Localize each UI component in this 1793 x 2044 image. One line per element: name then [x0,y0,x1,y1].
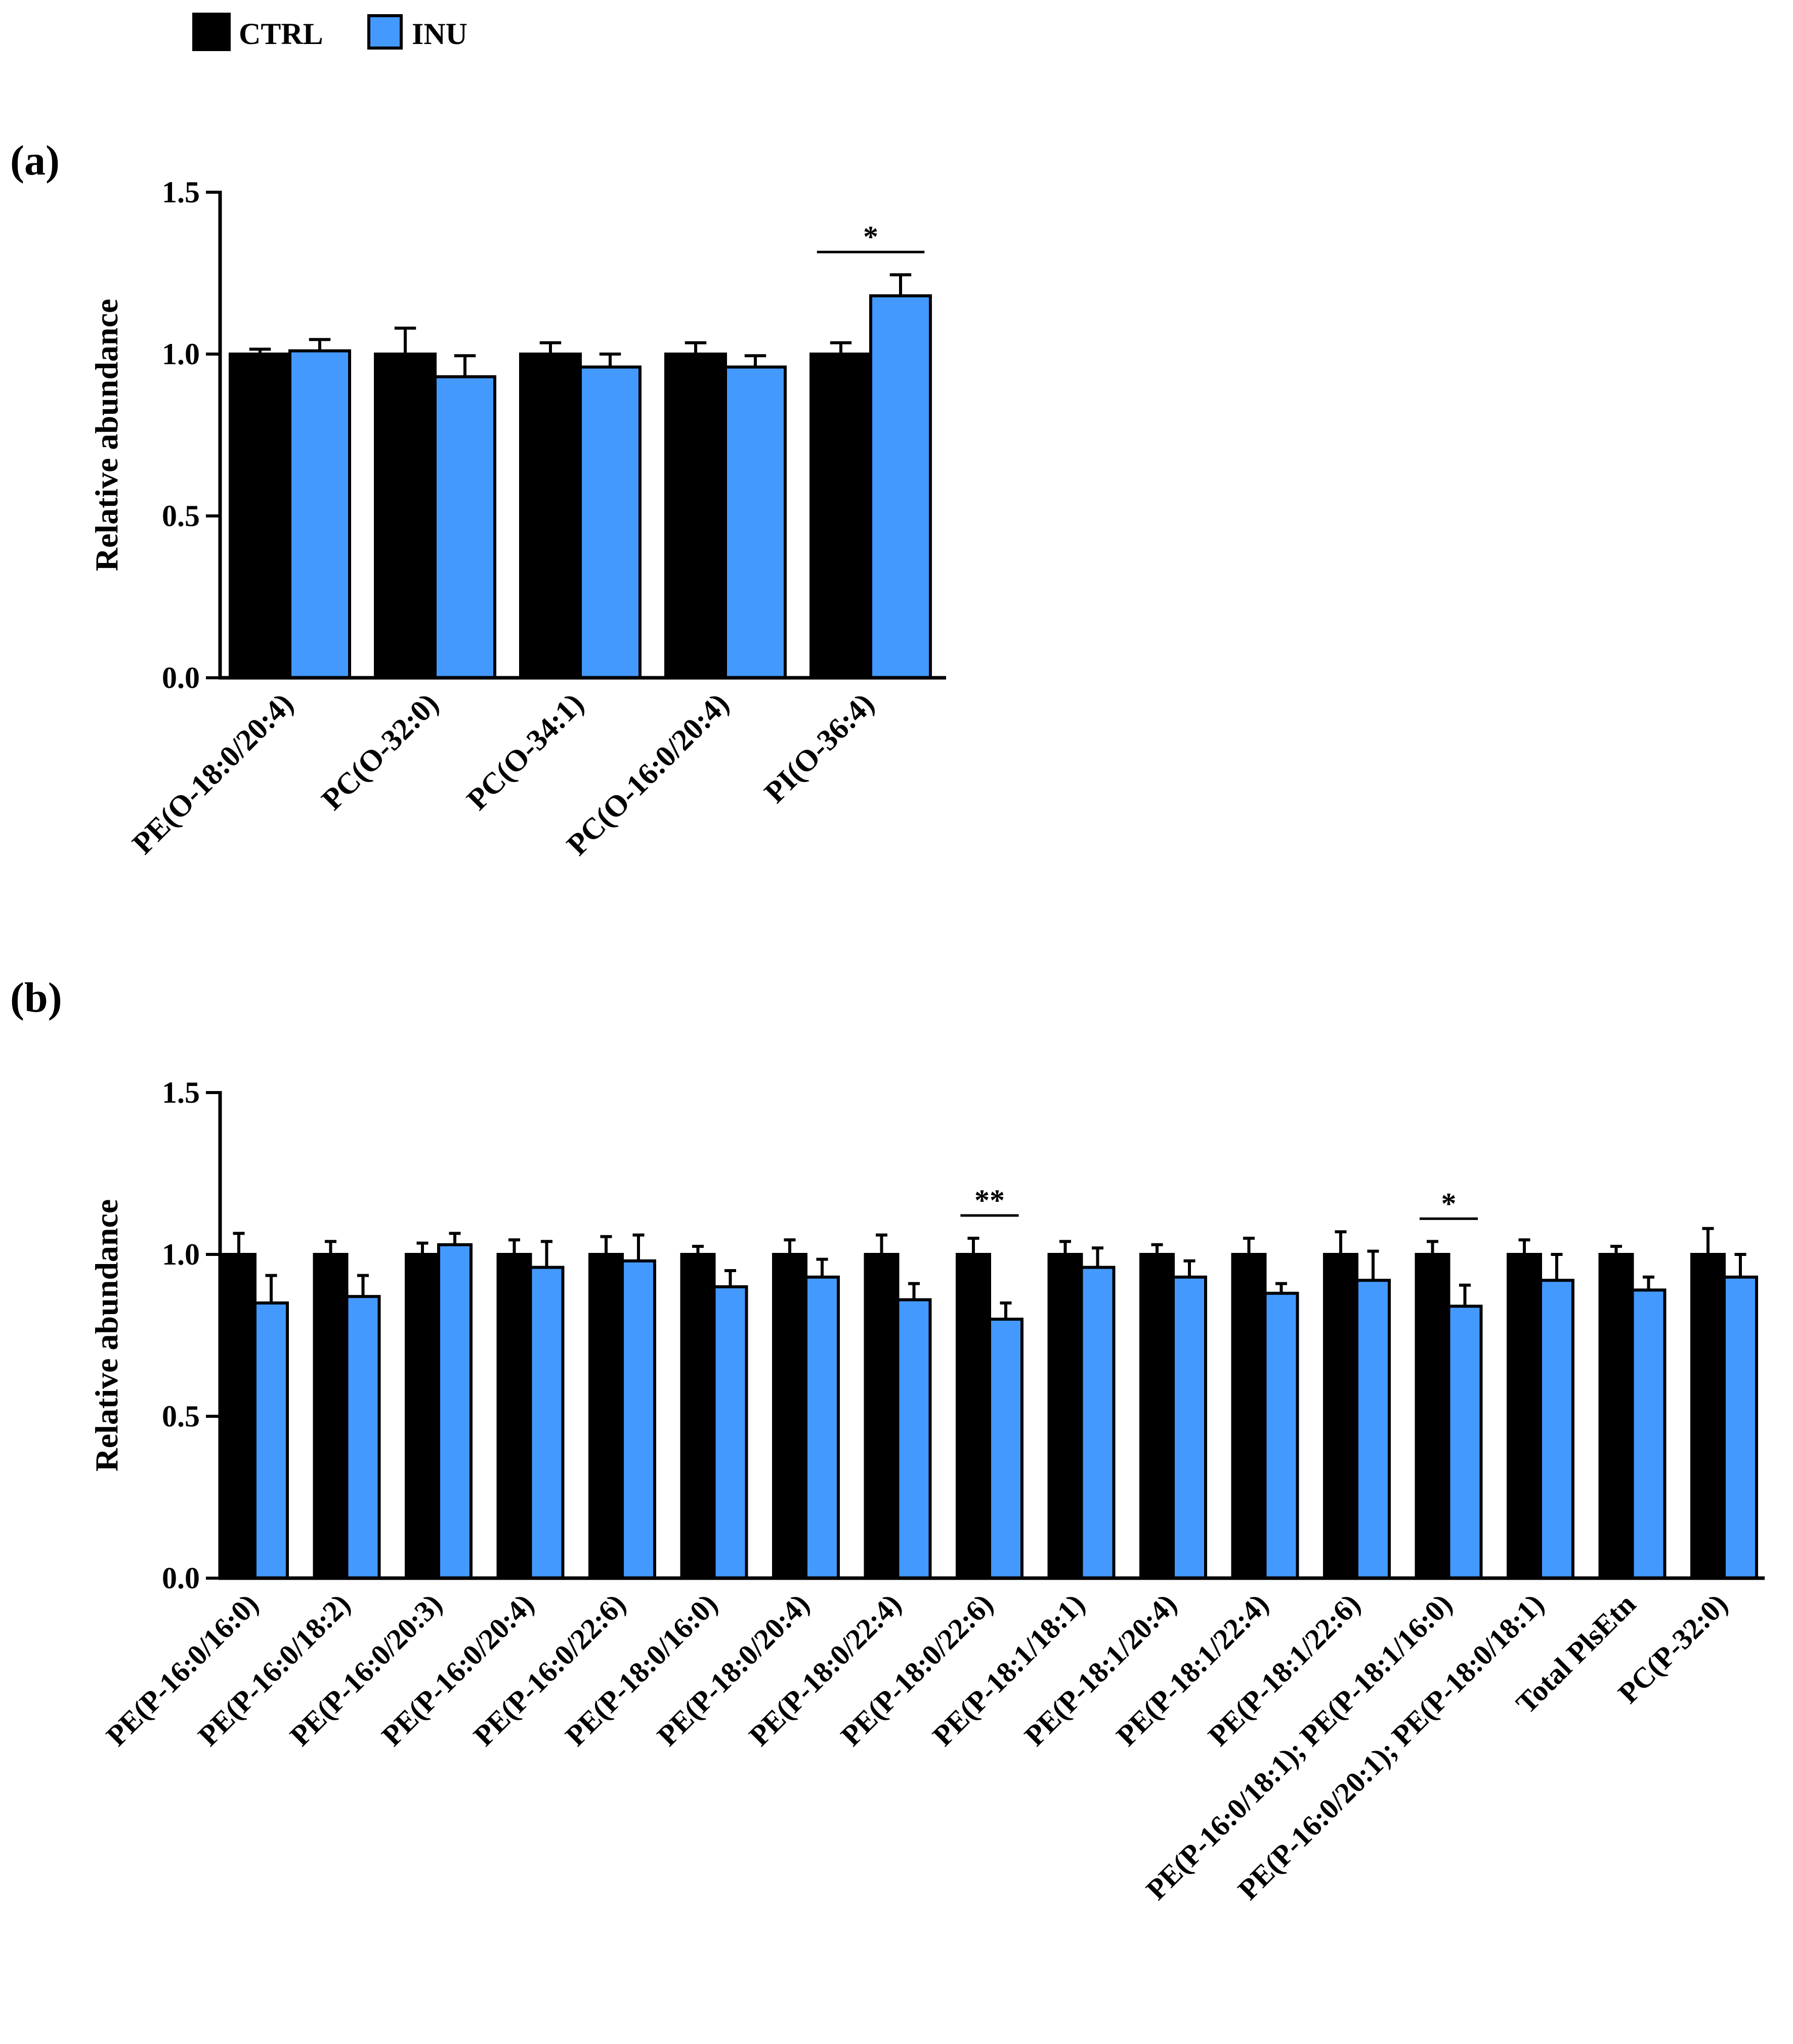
legend-swatch-ctrl [192,13,231,51]
bar-inu [988,1318,1023,1580]
bar-ctrl [680,1253,716,1580]
bar-ctrl [1598,1253,1634,1580]
bar-inu [869,294,932,679]
significance-label: ** [974,1184,1005,1217]
bar-ctrl [374,353,437,679]
y-tick-label: 1.5 [162,1076,200,1109]
bar-ctrl [864,1253,900,1580]
bar-ctrl [313,1253,349,1580]
bar-ctrl [1047,1253,1083,1580]
bar-ctrl [1690,1253,1726,1580]
bar-ctrl [229,353,291,679]
significance-label: * [863,220,878,253]
bar-ctrl [1323,1253,1358,1580]
y-tick-label: 0.5 [162,1400,200,1433]
bar-inu [1539,1279,1574,1580]
y-tick-label: 0.0 [162,1561,200,1595]
y-axis-title: Relative abundance [89,1199,124,1472]
bar-inu [437,1243,473,1580]
chart-b: 0.0 0.5 1.0 1.5 Relative abundance PE(P-16:0/… [89,1076,1765,1906]
bar-ctrl [1231,1253,1267,1580]
bar-inu [579,365,642,679]
legend-label-ctrl: CTRL [239,17,323,51]
x-tick-label: PC(O-34:1) [460,687,590,816]
bar-ctrl [809,353,872,679]
bar-ctrl [496,1253,532,1580]
bar-ctrl [1139,1253,1175,1580]
bar-inu [621,1259,656,1580]
x-tick-label: PE(P-16:0/16:0) [100,1587,265,1752]
bar-inu [1447,1304,1483,1580]
panel-b-label: (b) [10,974,62,1021]
legend-swatch-inu [367,14,403,50]
bar-ctrl [519,353,582,679]
bar-ctrl [772,1253,807,1580]
panel-a-label: (a) [10,137,60,184]
y-tick-label: 1.0 [162,337,200,371]
chart-a: 0.0 0.5 1.0 1.5 Relative abundance PE(O-18:0/… [89,176,946,861]
x-tick-label: PE(O-18:0/20:4) [126,687,300,861]
bar-ctrl [1507,1253,1542,1580]
bar-inu [529,1266,565,1580]
bar-inu [724,365,787,679]
x-tick-label: PC(O-32:0) [315,687,445,816]
bar-ctrl [588,1253,624,1580]
bar-inu [1355,1279,1391,1580]
legend: CTRL INU [192,13,467,51]
bar-inu [345,1295,381,1580]
bar-inu [804,1275,840,1580]
y-tick-label: 0.0 [162,661,200,694]
bar-inu [896,1298,932,1580]
bar-inu [434,375,496,679]
y-tick-label: 1.5 [162,176,200,209]
bar-inu [253,1301,289,1580]
bar-ctrl [405,1253,440,1580]
significance-label: * [1441,1187,1457,1220]
y-tick-label: 1.0 [162,1238,200,1271]
legend-label-inu: INU [412,17,467,51]
bar-inu [288,349,351,679]
bar-ctrl [1415,1253,1450,1580]
bar-ctrl [221,1253,257,1580]
bar-ctrl [956,1253,991,1580]
bar-inu [712,1285,748,1580]
bar-inu [1723,1275,1758,1580]
bar-inu [1631,1288,1667,1580]
bar-ctrl [664,353,727,679]
y-tick-label: 0.5 [162,499,200,533]
bar-inu [1172,1275,1207,1580]
bar-inu [1263,1291,1299,1580]
x-tick-label: PI(O-36:4) [758,687,880,809]
bar-inu [1080,1266,1116,1580]
y-axis-title: Relative abundance [89,299,124,572]
